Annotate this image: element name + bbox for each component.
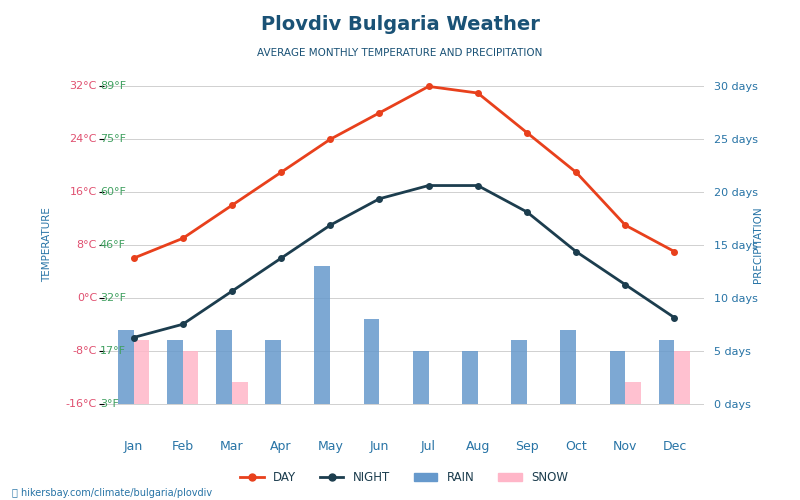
Text: TEMPERATURE: TEMPERATURE bbox=[42, 208, 52, 282]
Bar bbox=[266, 340, 281, 404]
Text: 89°F: 89°F bbox=[100, 82, 126, 92]
Text: Plovdiv Bulgaria Weather: Plovdiv Bulgaria Weather bbox=[261, 15, 539, 34]
Bar bbox=[413, 350, 429, 404]
Text: -16°C: -16°C bbox=[66, 398, 97, 408]
Bar bbox=[134, 340, 150, 404]
Text: 24°C: 24°C bbox=[70, 134, 97, 144]
Bar bbox=[658, 340, 674, 404]
Text: AVERAGE MONTHLY TEMPERATURE AND PRECIPITATION: AVERAGE MONTHLY TEMPERATURE AND PRECIPIT… bbox=[258, 48, 542, 58]
Bar bbox=[167, 340, 182, 404]
Bar bbox=[216, 330, 232, 404]
Text: 75°F: 75°F bbox=[100, 134, 126, 144]
Text: 60°F: 60°F bbox=[100, 187, 126, 197]
Text: 46°F: 46°F bbox=[100, 240, 126, 250]
Bar bbox=[182, 350, 198, 404]
Bar bbox=[314, 266, 330, 404]
Bar bbox=[511, 340, 527, 404]
Text: 0°C: 0°C bbox=[77, 293, 97, 303]
Text: 17°F: 17°F bbox=[100, 346, 126, 356]
Bar bbox=[626, 382, 641, 404]
Bar bbox=[610, 350, 626, 404]
Text: 16°C: 16°C bbox=[70, 187, 97, 197]
Text: 8°C: 8°C bbox=[77, 240, 97, 250]
Text: 32°C: 32°C bbox=[70, 82, 97, 92]
Text: PRECIPITATION: PRECIPITATION bbox=[753, 206, 763, 284]
Legend: DAY, NIGHT, RAIN, SNOW: DAY, NIGHT, RAIN, SNOW bbox=[235, 466, 573, 489]
Bar bbox=[364, 319, 379, 404]
Bar bbox=[560, 330, 576, 404]
Bar bbox=[232, 382, 248, 404]
Text: 32°F: 32°F bbox=[100, 293, 126, 303]
Bar bbox=[462, 350, 478, 404]
Text: -8°C: -8°C bbox=[73, 346, 97, 356]
Bar bbox=[674, 350, 690, 404]
Bar bbox=[118, 330, 134, 404]
Text: 📍 hikersbay.com/climate/bulgaria/plovdiv: 📍 hikersbay.com/climate/bulgaria/plovdiv bbox=[12, 488, 212, 498]
Text: 3°F: 3°F bbox=[100, 398, 118, 408]
